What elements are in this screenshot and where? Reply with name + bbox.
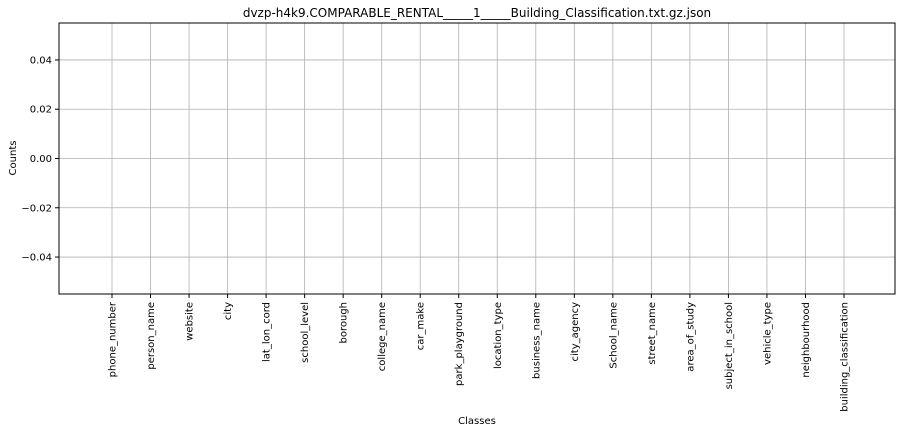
x-tick-label: car_make <box>416 302 427 350</box>
y-tick-label: 0.00 <box>30 154 52 165</box>
y-axis: 0.04 0.02 0.00 −0.02 −0.04 <box>21 55 59 264</box>
y-tick-label: −0.04 <box>21 253 52 264</box>
grid <box>59 23 895 294</box>
x-tick-label: city <box>223 302 234 320</box>
x-tick-label: park_playground <box>454 302 465 386</box>
y-tick-label: 0.02 <box>30 105 52 116</box>
x-tick-label: borough <box>339 302 350 344</box>
x-tick-label: website <box>185 302 196 341</box>
x-tick-label: subject_in_school <box>724 302 735 389</box>
x-tick-label: lat_lon_cord <box>262 302 273 362</box>
x-tick-label: building_classification <box>840 302 851 412</box>
x-tick-label: school_level <box>300 302 311 363</box>
x-axis: phone_number person_name website city lat_lo… <box>108 294 851 412</box>
y-tick-label: 0.04 <box>30 55 52 66</box>
x-tick-label: vehicle_type <box>762 302 773 365</box>
x-tick-label: location_type <box>493 302 504 369</box>
x-tick-label: area_of_study <box>685 302 696 372</box>
x-tick-label: city_agency <box>570 302 581 362</box>
x-tick-label: phone_number <box>108 301 119 377</box>
x-tick-label: street_name <box>647 302 658 365</box>
y-axis-title: Counts <box>8 141 19 176</box>
x-tick-label: person_name <box>146 302 157 370</box>
x-tick-label: neighbourhood <box>801 302 812 378</box>
x-tick-label: college_name <box>377 302 388 371</box>
y-tick-label: −0.02 <box>21 203 52 214</box>
x-tick-label: School_name <box>608 302 619 369</box>
chart-title: dvzp-h4k9.COMPARABLE_RENTAL_____1_____Bu… <box>243 6 711 20</box>
x-tick-label: business_name <box>531 302 542 379</box>
x-axis-title: Classes <box>458 416 496 427</box>
